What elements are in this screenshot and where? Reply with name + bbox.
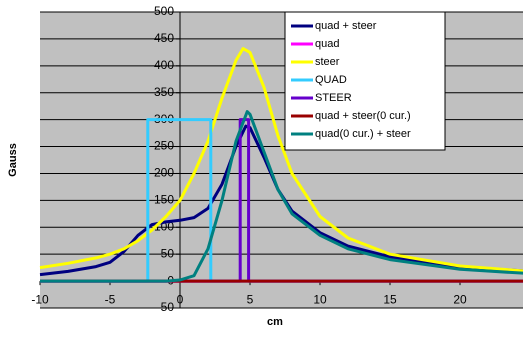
y-tick-label: -50 — [157, 300, 175, 314]
legend-label: quad + steer(0 cur.) — [315, 110, 411, 122]
y-tick-label: 200 — [154, 166, 174, 180]
y-tick-label: 500 — [154, 4, 174, 18]
legend-label: QUAD — [315, 74, 347, 86]
y-tick-label: 150 — [154, 193, 174, 207]
x-tick-label: 5 — [247, 292, 254, 306]
legend-label: quad(0 cur.) + steer — [315, 128, 411, 140]
y-tick-label: 50 — [161, 246, 175, 260]
series-line — [39, 124, 523, 277]
x-tick-label: -5 — [105, 292, 116, 306]
x-tick-label: -10 — [31, 292, 49, 306]
legend-label: quad + steer — [315, 20, 377, 32]
series-line — [40, 110, 523, 283]
y-axis-label: Gauss — [7, 143, 19, 177]
legend-label: STEER — [315, 92, 352, 104]
y-tick-label: 400 — [154, 58, 174, 72]
legend: quad + steer quad steer QUAD STEER quad + ste… — [284, 11, 446, 151]
y-tick-label: 450 — [154, 31, 174, 45]
series-line — [39, 47, 523, 273]
y-tick-label: 350 — [154, 85, 174, 99]
legend-label: quad — [315, 38, 339, 50]
x-axis-label: cm — [267, 316, 283, 328]
x-tick-label: 20 — [453, 292, 467, 306]
x-tick-label: 10 — [313, 292, 327, 306]
y-tick-label: 250 — [154, 139, 174, 153]
legend-label: steer — [315, 56, 340, 68]
x-tick-label: 15 — [383, 292, 397, 306]
